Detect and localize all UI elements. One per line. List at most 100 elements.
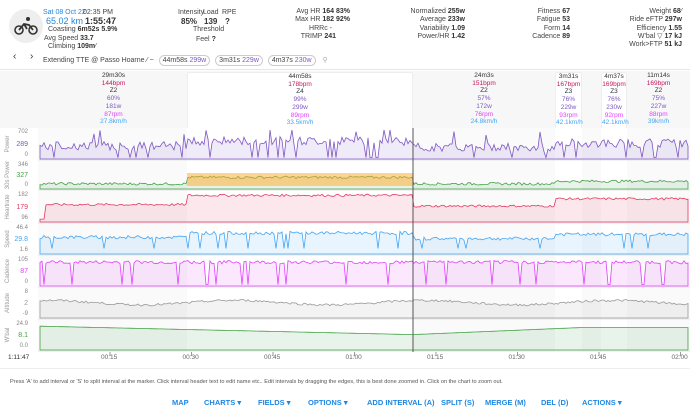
panel-current: 87 [20,268,28,275]
interval-cadence[interactable]: 92rpm [604,111,624,119]
rpe[interactable]: ? [225,17,230,26]
interval-power[interactable]: 229w [560,103,577,111]
panel-current: 2 [24,300,28,307]
feel-label: Feel [196,36,210,43]
interval-cadence[interactable]: 87rpm [104,110,123,118]
options-menu[interactable]: OPTIONS ▾ [308,398,348,407]
map-button[interactable]: MAP [172,398,189,407]
weight[interactable]: 68 [673,8,681,15]
x-tick: 00:45 [264,354,281,361]
x-tick: 01:45 [590,354,607,361]
interval-power[interactable]: 230w [606,103,622,111]
power-hr: 1.42 [451,32,465,40]
interval-cadence[interactable]: 93rpm [559,111,578,119]
max-hr-label: Max HR [295,16,321,24]
interval-speed[interactable]: 39km/h [647,118,670,126]
add-interval-button[interactable]: ADD INTERVAL (A) [367,398,435,407]
interval-duration[interactable]: 11m14s [647,72,670,79]
work-ftp-label: Work>FTP [629,41,663,49]
max-hr-pct: 92% [335,16,350,24]
effort-chip[interactable]: 4m37s 230w [267,55,316,66]
interval-pct[interactable]: 99% [293,96,307,104]
panel-max: 105 [17,257,28,263]
panel-current: 29.8 [14,236,28,243]
interval-hr[interactable]: 151bpm [472,79,496,87]
panel-current: 179 [16,203,28,211]
interval-pct[interactable]: 75% [651,95,665,103]
interval-header[interactable]: 3m31s 167bpm Z3 76% 229w 93rpm 42.1km/h [555,72,583,128]
interval-pct[interactable]: 76% [561,96,575,104]
cadence-label: Cadence [532,32,561,40]
wbal: 17 kJ [664,32,682,40]
search-icon[interactable]: ⚲ [322,57,328,64]
interval-power[interactable]: 299w [292,103,308,111]
weight-label: Weight [649,8,672,15]
interval-cadence[interactable]: 88rpm [649,110,668,118]
interval-header[interactable]: 4m37s 169bpm Z3 76% 230w 92rpm 42.1km/h [601,72,629,128]
interval-power[interactable]: 181w [105,102,122,110]
interval-pct[interactable]: 60% [106,95,120,103]
interval-speed[interactable]: 24.8km/h [470,118,498,126]
interval-speed[interactable]: 27.8km/h [100,118,127,126]
interval-duration[interactable]: 3m31s [558,73,579,80]
next-activity-button[interactable]: › [30,51,34,62]
climbing[interactable]: 109m [77,43,96,50]
fields-menu[interactable]: FIELDS ▾ [258,398,291,407]
interval-duration[interactable]: 44m58s [288,73,312,80]
panel-max: 46.4 [16,225,28,231]
interval-header[interactable]: 11m14s 169bpm Z2 75% 227w 88rpm 39km/h [627,72,690,128]
interval-hr[interactable]: 169bpm [646,79,671,87]
average-label: Average [419,16,446,24]
interval-hr[interactable]: 167bpm [556,80,581,88]
panel-current: 8.1 [18,332,28,339]
interval-speed[interactable]: 42.1km/h [556,119,583,127]
wbal-label[interactable]: W'bal ▽ [637,32,663,40]
distance[interactable]: 65.02 km [46,16,84,26]
interval-duration[interactable]: 24m3s [474,72,494,79]
activity-chart[interactable] [0,128,690,358]
interval-header[interactable]: 44m58s 178bpm Z4 99% 299w 89rpm 33.5km/h [187,72,413,128]
interval-duration[interactable]: 29m30s [101,72,126,79]
interval-zone[interactable]: Z2 [654,87,663,95]
avg-hr-pct: 83% [335,8,350,15]
merge-button[interactable]: MERGE (M) [485,398,526,407]
interval-zone[interactable]: Z2 [109,87,118,95]
interval-hr[interactable]: 144bpm [101,79,126,87]
interval-speed[interactable]: 33.5km/h [286,119,314,127]
fitness: 67 [562,8,570,15]
variability-label: Variability [419,24,450,32]
interval-hr[interactable]: 169bpm [602,80,626,88]
segment-name[interactable]: Extending TTE @ Passo Hoarne [43,57,145,64]
interval-speed[interactable]: 42.1km/h [602,119,629,127]
interval-header[interactable]: 29m30s 144bpm Z2 60% 181w 87rpm 27.8km/h [40,72,187,128]
cycling-icon [9,9,43,43]
interval-duration[interactable]: 4m37s [604,73,624,80]
rpe-label: RPE [222,9,237,16]
feel[interactable]: ? [211,36,216,43]
panel-min: 96 [21,215,28,221]
actions-menu[interactable]: ACTIONS ▾ [582,398,622,407]
interval-zone[interactable]: Z3 [564,88,573,96]
interval-zone[interactable]: Z3 [610,88,618,96]
charts-menu[interactable]: CHARTS ▾ [204,398,242,407]
interval-cadence[interactable]: 76rpm [474,110,494,118]
interval-pct[interactable]: 57% [477,95,491,103]
prev-activity-button[interactable]: ‹ [13,51,17,62]
efficiency-label: Efficiency [636,24,667,32]
effort-chip[interactable]: 3m31s 229w [215,55,263,66]
delete-button[interactable]: DEL (D) [541,398,569,407]
interval-power[interactable]: 172w [476,102,492,110]
split-button[interactable]: SPLIT (S) [441,398,475,407]
interval-cadence[interactable]: 89rpm [290,111,310,119]
interval-header[interactable]: 24m3s 151bpm Z2 57% 172w 76rpm 24.8km/h [413,72,555,128]
interval-zone[interactable]: Z2 [480,87,488,95]
panel-current: 327 [16,172,28,179]
effort-chip[interactable]: 44m58s 299w [158,55,211,66]
load[interactable]: 139 [204,17,218,26]
interval-power[interactable]: 227w [650,102,667,110]
activity-date[interactable]: Sat 08 Oct 22 [43,9,86,16]
interval-hr[interactable]: 178bpm [288,80,312,88]
coasting-pct: 5.9% [101,26,118,33]
interval-pct[interactable]: 76% [607,96,621,104]
interval-zone[interactable]: Z4 [296,88,304,96]
